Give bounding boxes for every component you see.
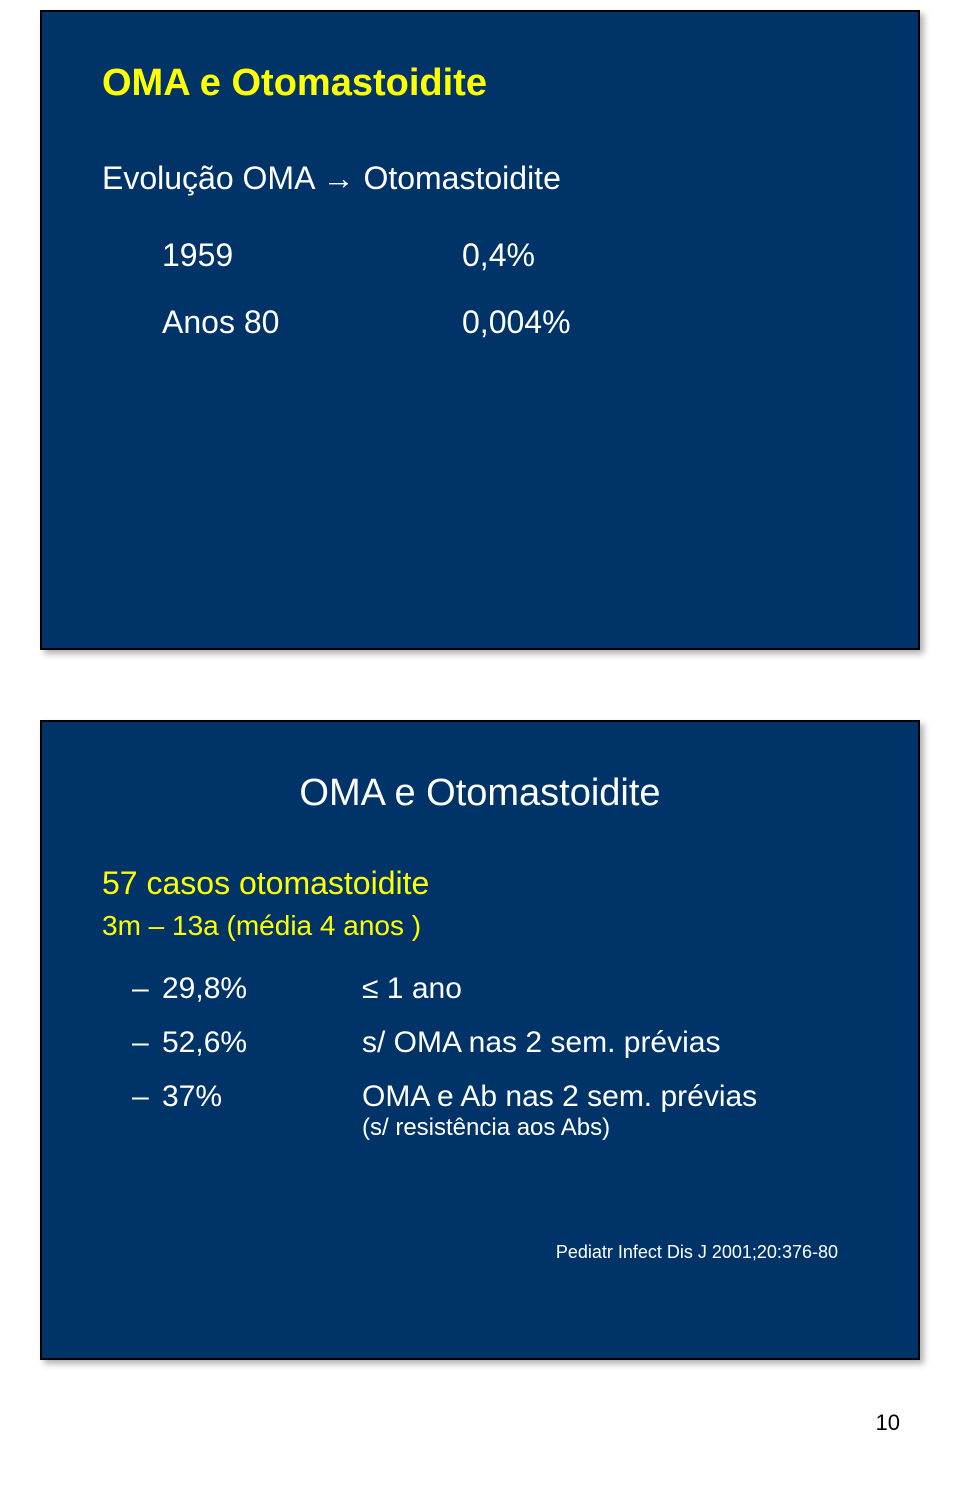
slide2-stat2-sub: (s/ resistência aos Abs) [362, 1114, 757, 1142]
slide-2: OMA e Otomastoidite 57 casos otomastoidi… [40, 720, 920, 1360]
slide2-stat-0: – 29,8% ≤ 1 ano [132, 972, 858, 1006]
slide2-title: OMA e Otomastoidite [102, 772, 858, 815]
dash-icon: – [132, 1026, 162, 1060]
slide2-stat-1: – 52,6% s/ OMA nas 2 sem. prévias [132, 1026, 858, 1060]
slide1-row-1: Anos 80 0,004% [162, 304, 858, 341]
page-number: 10 [40, 1410, 900, 1436]
slide1-row0-value: 0,4% [462, 237, 535, 274]
slide2-stat2-desc: OMA e Ab nas 2 sem. prévias [362, 1080, 757, 1113]
dash-icon: – [132, 972, 162, 1006]
slide2-stat1-desc: s/ OMA nas 2 sem. prévias [362, 1026, 720, 1060]
slide1-title: OMA e Otomastoidite [102, 62, 858, 105]
slide2-stat-2: – 37% OMA e Ab nas 2 sem. prévias (s/ re… [132, 1080, 858, 1142]
slide2-cases-title: 57 casos otomastoidite [102, 865, 858, 902]
page-container: OMA e Otomastoidite Evolução OMA → Otoma… [0, 0, 960, 1476]
slide-1: OMA e Otomastoidite Evolução OMA → Otoma… [40, 10, 920, 650]
dash-icon: – [132, 1080, 162, 1114]
slide2-citation: Pediatr Infect Dis J 2001;20:376-80 [102, 1242, 838, 1263]
slide2-stat1-pct: 52,6% [162, 1026, 362, 1060]
slide2-stat0-pct: 29,8% [162, 972, 362, 1006]
slide2-cases-sub: 3m – 13a (média 4 anos ) [102, 910, 858, 942]
slide1-subtitle: Evolução OMA → Otomastoidite [102, 160, 858, 197]
slide2-stat0-desc: ≤ 1 ano [362, 972, 462, 1006]
slide1-row1-value: 0,004% [462, 304, 571, 341]
slide2-stat2-pct: 37% [162, 1080, 362, 1114]
slide1-row-0: 1959 0,4% [162, 237, 858, 274]
slide1-row1-label: Anos 80 [162, 304, 462, 341]
slide1-row0-label: 1959 [162, 237, 462, 274]
